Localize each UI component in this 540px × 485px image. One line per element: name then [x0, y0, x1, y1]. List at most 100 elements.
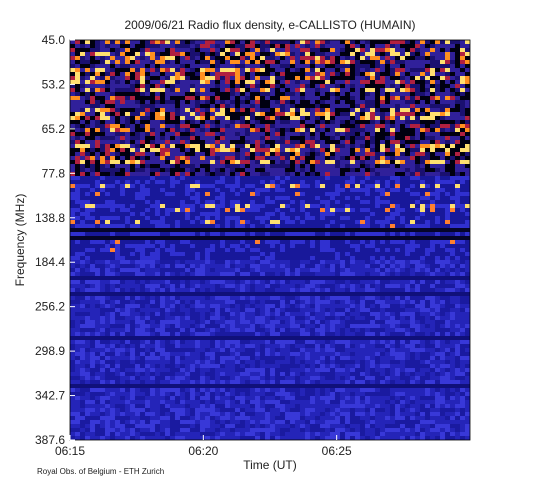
spectrogram-cell [135, 280, 140, 284]
spectrogram-cell [455, 88, 460, 92]
spectrogram-cell [360, 264, 365, 268]
spectrogram-cell [185, 140, 190, 144]
spectrogram-cell [110, 92, 115, 96]
spectrogram-cell [85, 144, 90, 148]
spectrogram-cell [425, 212, 430, 216]
spectrogram-cell [140, 220, 145, 224]
spectrogram-cell [135, 88, 140, 92]
spectrogram-cell [250, 44, 255, 48]
spectrogram-cell [355, 228, 360, 232]
spectrogram-cell [280, 64, 285, 68]
spectrogram-cell [410, 200, 415, 204]
spectrogram-cell [405, 84, 410, 88]
spectrogram-cell [245, 148, 250, 152]
spectrogram-cell [120, 236, 125, 240]
spectrogram-cell [440, 172, 445, 176]
spectrogram-cell [260, 64, 265, 68]
spectrogram-cell [425, 44, 430, 48]
spectrogram-cell [130, 284, 135, 288]
spectrogram-cell [115, 152, 120, 156]
spectrogram-cell [380, 132, 385, 136]
spectrogram-cell [350, 96, 355, 100]
spectrogram-cell [250, 280, 255, 284]
spectrogram-cell [100, 88, 105, 92]
spectrogram-cell [210, 176, 215, 180]
spectrogram-cell [130, 100, 135, 104]
spectrogram-cell [95, 148, 100, 152]
spectrogram-cell [190, 88, 195, 92]
spectrogram-cell [420, 100, 425, 104]
spectrogram-cell [335, 264, 340, 268]
spectrogram-cell [405, 132, 410, 136]
spectrogram-cell [295, 216, 300, 220]
spectrogram-cell [95, 232, 100, 236]
spectrogram-cell [205, 68, 210, 72]
spectrogram-cell [210, 168, 215, 172]
spectrogram-cell [425, 176, 430, 180]
spectrogram-cell [350, 256, 355, 260]
spectrogram-cell [215, 104, 220, 108]
spectrogram-cell [175, 60, 180, 64]
spectrogram-cell [130, 132, 135, 136]
spectrogram-cell [185, 176, 190, 180]
spectrogram-cell [310, 136, 315, 140]
spectrogram-cell [160, 164, 165, 168]
spectrogram-cell [355, 116, 360, 120]
spectrogram-cell [125, 80, 130, 84]
spectrogram-cell [420, 144, 425, 148]
spectrogram-cell [70, 256, 75, 260]
spectrogram-cell [350, 100, 355, 104]
spectrogram-cell [100, 104, 105, 108]
spectrogram-cell [385, 252, 390, 256]
spectrogram-cell [180, 140, 185, 144]
spectrogram-cell [190, 260, 195, 264]
spectrogram-cell [110, 56, 115, 60]
spectrogram-cell [190, 272, 195, 276]
spectrogram-cell [130, 60, 135, 64]
spectrogram-cell [350, 248, 355, 252]
spectrogram-cell [200, 192, 205, 196]
spectrogram-cell [215, 88, 220, 92]
spectrogram-cell [440, 276, 445, 280]
spectrogram-cell [450, 264, 455, 268]
spectrogram-cell [200, 204, 205, 208]
spectrogram-cell [385, 84, 390, 88]
spectrogram-cell [250, 152, 255, 156]
spectrogram-cell [260, 108, 265, 112]
spectrogram-cell [75, 172, 80, 176]
spectrogram-cell [420, 188, 425, 192]
spectrogram-cell [280, 216, 285, 220]
spectrogram-cell [230, 80, 235, 84]
spectrogram-cell [295, 48, 300, 52]
spectrogram-cell [450, 72, 455, 76]
spectrogram-cell [90, 260, 95, 264]
spectrogram-cell [90, 40, 95, 44]
spectrogram-cell [340, 40, 345, 44]
spectrogram-cell [395, 232, 400, 236]
spectrogram-cell [220, 288, 225, 292]
spectrogram-cell [145, 192, 150, 196]
spectrogram-cell [90, 272, 95, 276]
spectrogram-cell [345, 92, 350, 96]
spectrogram-cell [305, 148, 310, 152]
spectrogram-cell [330, 244, 335, 248]
spectrogram-cell [75, 268, 80, 272]
spectrogram-cell [365, 272, 370, 276]
spectrogram-cell [395, 252, 400, 256]
spectrogram-cell [405, 180, 410, 184]
spectrogram-cell [445, 240, 450, 244]
spectrogram-cell [85, 88, 90, 92]
spectrogram-cell [240, 272, 245, 276]
spectrogram-cell [220, 108, 225, 112]
spectrogram-cell [310, 76, 315, 80]
spectrogram-cell [325, 208, 330, 212]
spectrogram-cell [460, 260, 465, 264]
spectrogram-cell [245, 272, 250, 276]
spectrogram-cell [185, 108, 190, 112]
spectrogram-cell [140, 96, 145, 100]
spectrogram-cell [435, 68, 440, 72]
spectrogram-cell [225, 156, 230, 160]
spectrogram-cell [70, 64, 75, 68]
spectrogram-cell [195, 228, 200, 232]
spectrogram-cell [245, 100, 250, 104]
